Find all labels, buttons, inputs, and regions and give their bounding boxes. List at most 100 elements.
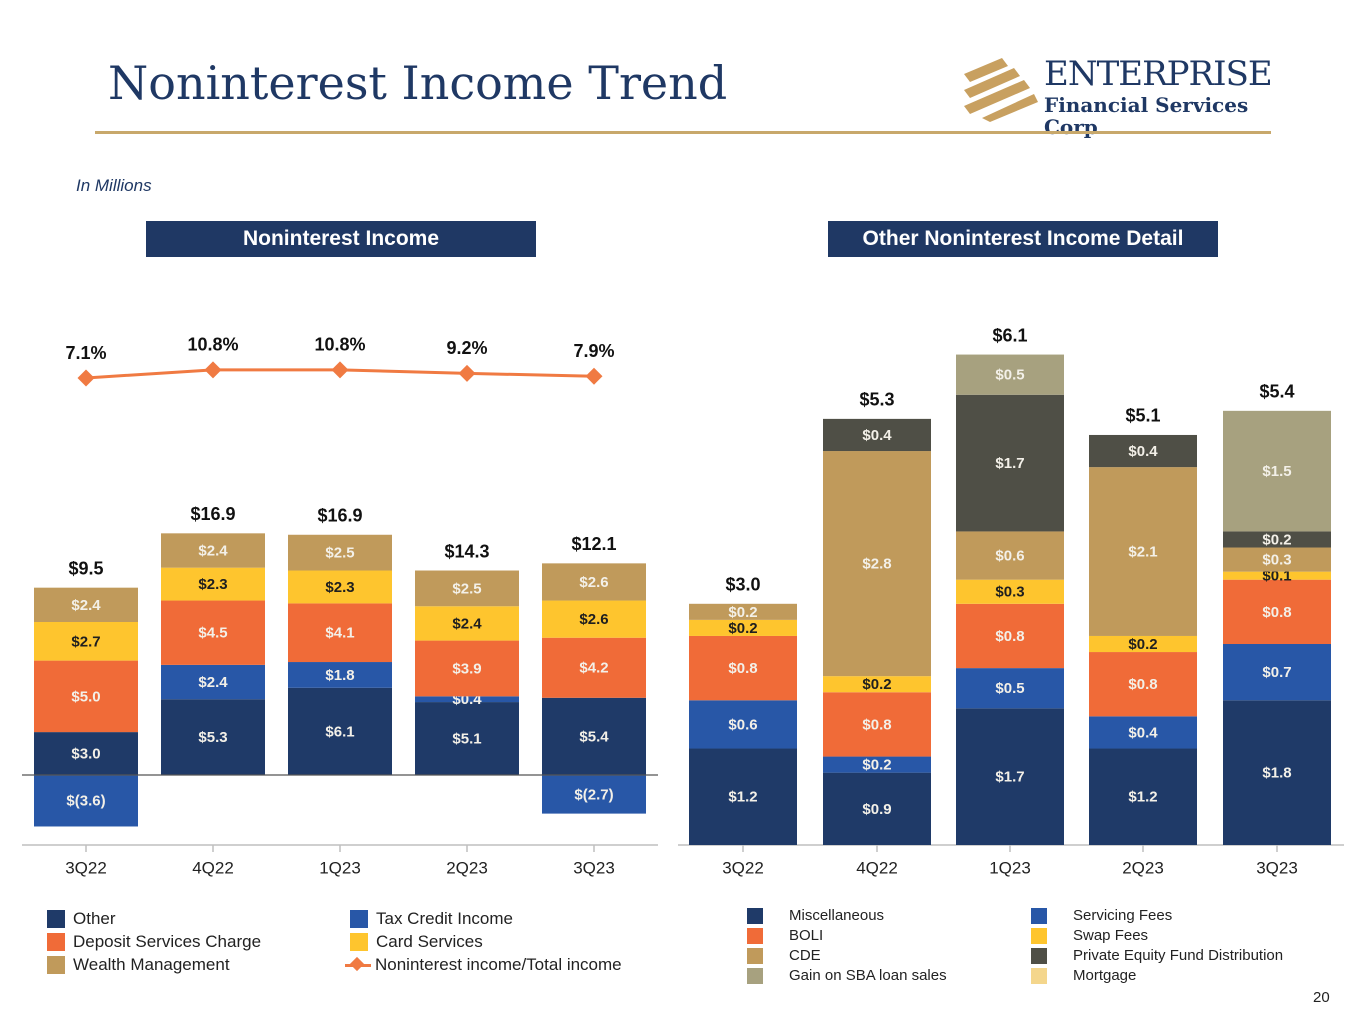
right-segment-label: $0.7 bbox=[1262, 664, 1291, 681]
ratio-label: 7.9% bbox=[573, 341, 614, 361]
right-bar-segment bbox=[956, 579, 1064, 604]
legend-swatch bbox=[350, 933, 368, 951]
left-segment-label: $2.7 bbox=[71, 633, 100, 650]
right-segment-label: $0.2 bbox=[1262, 531, 1291, 548]
left-bar-segment bbox=[161, 567, 265, 601]
left-segment-label: $5.4 bbox=[579, 728, 609, 745]
legend-swatch bbox=[1031, 967, 1047, 984]
left-bar-segment bbox=[542, 775, 646, 814]
left-segment-label: $2.6 bbox=[579, 574, 608, 591]
legend-item: Card Services bbox=[350, 932, 483, 952]
legend-swatch bbox=[350, 910, 368, 928]
right-segment-label: $0.6 bbox=[995, 548, 1024, 565]
legend-item: Tax Credit Income bbox=[350, 909, 513, 929]
right-bar-segment bbox=[1223, 547, 1331, 572]
right-x-tick-label: 4Q22 bbox=[856, 858, 898, 877]
right-segment-label: $1.7 bbox=[995, 769, 1024, 786]
right-bar-segment bbox=[1089, 748, 1197, 845]
legend-item: Swap Fees bbox=[1031, 927, 1148, 944]
legend-item: Noninterest income/Total income bbox=[345, 955, 622, 975]
left-x-tick-label: 3Q22 bbox=[65, 858, 107, 877]
legend-item: Other bbox=[47, 909, 116, 929]
right-total-label: $5.3 bbox=[859, 390, 894, 410]
left-segment-label: $1.8 bbox=[325, 667, 354, 684]
right-segment-label: $0.2 bbox=[862, 676, 891, 693]
right-segment-label: $0.1 bbox=[1262, 568, 1291, 585]
page-number: 20 bbox=[1313, 989, 1330, 1006]
right-bar-segment bbox=[1223, 700, 1331, 845]
right-segment-label: $0.3 bbox=[995, 584, 1024, 601]
ratio-label: 9.2% bbox=[446, 338, 487, 358]
left-segment-label: $3.0 bbox=[71, 746, 100, 763]
right-total-label: $3.0 bbox=[725, 575, 760, 595]
right-bar-segment bbox=[823, 756, 931, 773]
legend-swatch bbox=[747, 927, 763, 944]
left-bar-segment bbox=[288, 570, 392, 604]
right-bar-segment bbox=[823, 772, 931, 845]
left-segment-label: $4.5 bbox=[198, 625, 227, 642]
left-segment-label: $(2.7) bbox=[574, 786, 613, 803]
legend-item: Gain on SBA loan sales bbox=[747, 967, 947, 984]
page-title: Noninterest Income Trend bbox=[108, 56, 728, 110]
right-bar-segment bbox=[823, 692, 931, 757]
left-bar-segment bbox=[34, 587, 138, 622]
right-total-label: $6.1 bbox=[992, 325, 1027, 345]
legend-swatch bbox=[747, 947, 763, 964]
legend-label: Card Services bbox=[376, 932, 483, 951]
right-bar-segment bbox=[823, 451, 931, 677]
left-x-tick-label: 3Q23 bbox=[573, 858, 615, 877]
right-bar-segment bbox=[823, 676, 931, 693]
right-bar-segment bbox=[956, 708, 1064, 845]
legend-swatch bbox=[1031, 947, 1047, 964]
logo-mark-icon bbox=[964, 58, 1038, 122]
left-bar-segment bbox=[542, 697, 646, 775]
right-bar-segment bbox=[689, 635, 797, 701]
right-bar-segment bbox=[956, 394, 1064, 532]
left-panel-header: Noninterest Income bbox=[146, 221, 536, 257]
legend-label: CDE bbox=[789, 947, 821, 964]
left-segment-label: $2.3 bbox=[198, 576, 227, 593]
legend-label: Other bbox=[73, 909, 116, 928]
left-segment-label: $2.4 bbox=[452, 615, 482, 632]
left-segment-label: $5.3 bbox=[198, 729, 227, 746]
right-bar-segment bbox=[1223, 571, 1331, 580]
right-bar-segment bbox=[689, 700, 797, 749]
left-segment-label: $5.0 bbox=[71, 688, 100, 705]
legend-label: Noninterest income/Total income bbox=[375, 955, 622, 974]
left-x-tick-label: 4Q22 bbox=[192, 858, 234, 877]
right-segment-label: $0.3 bbox=[1262, 552, 1291, 569]
right-x-tick-label: 1Q23 bbox=[989, 858, 1031, 877]
right-bar-segment bbox=[1223, 579, 1331, 644]
right-total-label: $5.4 bbox=[1259, 382, 1294, 402]
left-bar-segment bbox=[415, 570, 519, 607]
ratio-label: 7.1% bbox=[65, 343, 106, 363]
right-x-tick-label: 3Q23 bbox=[1256, 858, 1298, 877]
left-segment-label: $2.5 bbox=[325, 545, 354, 562]
right-segment-label: $0.2 bbox=[862, 757, 891, 774]
right-segment-label: $1.2 bbox=[728, 789, 757, 806]
legend-item: Deposit Services Charge bbox=[47, 932, 261, 952]
legend-label: Gain on SBA loan sales bbox=[789, 967, 947, 984]
left-segment-label: $2.6 bbox=[579, 611, 608, 628]
right-segment-label: $0.5 bbox=[995, 680, 1024, 697]
legend-swatch bbox=[747, 907, 763, 924]
left-segment-label: $2.4 bbox=[198, 542, 228, 559]
left-bar-segment bbox=[161, 533, 265, 568]
left-bar-segment bbox=[542, 637, 646, 698]
right-segment-label: $0.8 bbox=[862, 716, 891, 733]
left-bar-segment bbox=[34, 660, 138, 733]
left-segment-label: $2.4 bbox=[71, 597, 101, 614]
right-segment-label: $0.8 bbox=[728, 660, 757, 677]
legend-item: Private Equity Fund Distribution bbox=[1031, 947, 1283, 964]
legend-label: Mortgage bbox=[1073, 967, 1137, 984]
right-segment-label: $0.8 bbox=[1262, 604, 1291, 621]
left-bar-segment bbox=[288, 603, 392, 663]
legend-label: Servicing Fees bbox=[1073, 907, 1173, 924]
right-segment-label: $0.6 bbox=[728, 716, 757, 733]
legend-swatch bbox=[747, 967, 763, 984]
left-bar-segment bbox=[34, 621, 138, 661]
left-segment-label: $2.5 bbox=[452, 580, 481, 597]
legend-label: Private Equity Fund Distribution bbox=[1073, 947, 1284, 964]
right-segment-label: $2.1 bbox=[1128, 544, 1157, 561]
